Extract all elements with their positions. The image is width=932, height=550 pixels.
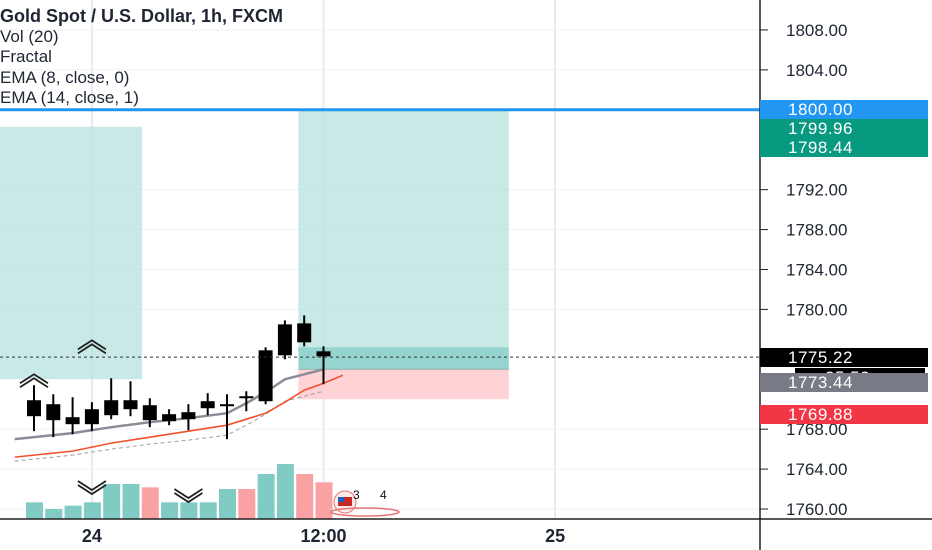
candle-body[interactable] (84, 409, 99, 425)
x-tick-label: 24 (82, 526, 102, 546)
event-flag-icon-canton (338, 497, 344, 502)
volume-bar (315, 482, 333, 519)
ema-slow-price-tag[interactable]: 1769.88 (760, 405, 928, 425)
candle-body[interactable] (200, 401, 215, 409)
y-tick-label: 1760.00 (786, 500, 847, 519)
fractal-up-marker (77, 339, 107, 355)
candle-body[interactable] (277, 324, 292, 356)
candle-body[interactable] (27, 400, 41, 417)
volume-bar (64, 505, 82, 519)
indicator-ema-8[interactable]: EMA (8, close, 0) (0, 67, 130, 87)
position-right-profit-zone[interactable] (298, 109, 509, 370)
ema-8-offset-line (14, 390, 324, 462)
y-tick-label: 1788.00 (786, 221, 847, 240)
candle-body[interactable] (181, 412, 196, 420)
candle-body[interactable] (316, 351, 331, 357)
y-tick-label: 1780.00 (786, 300, 847, 319)
candle-body[interactable] (65, 417, 80, 425)
volume-bar (238, 489, 256, 519)
candle-body[interactable] (46, 404, 61, 421)
target-upper-price-tag[interactable]: 1799.96 (760, 118, 928, 138)
volume-bar (257, 474, 275, 519)
y-tick-label: 1764.00 (786, 460, 847, 479)
indicator-fractal[interactable]: Fractal (0, 47, 52, 66)
volume-bar (219, 489, 236, 519)
volume-bar (276, 464, 294, 519)
position-right-loss-zone[interactable] (298, 369, 509, 400)
chart-legend: Gold Spot / U.S. Dollar, 1h, FXCM Vol (2… (0, 6, 283, 109)
candle-body[interactable] (220, 404, 234, 407)
x-tick-label: 25 (545, 526, 565, 546)
volume-bar (26, 502, 43, 519)
y-tick-label: 1808.00 (786, 21, 847, 40)
volume-bar (122, 484, 140, 519)
y-tick-label: 1784.00 (786, 260, 847, 279)
volume-bar (161, 502, 179, 519)
y-tick-label: 1768.00 (786, 420, 847, 439)
event-badge-count-3[interactable]: 3 (353, 488, 360, 502)
fractal-down-marker (77, 480, 107, 496)
fractal-down-marker (173, 488, 203, 504)
volume-bar (141, 487, 159, 519)
event-badge-underline (330, 507, 400, 517)
target-lower-price-tag[interactable]: 1798.44 (760, 137, 928, 157)
event-badge-count-4[interactable]: 4 (380, 488, 387, 502)
candle-body[interactable] (297, 323, 312, 343)
y-tick-label: 1792.00 (786, 181, 847, 200)
volume-bar (180, 502, 198, 519)
candle-body[interactable] (142, 405, 157, 421)
volume-bar (296, 474, 314, 519)
ema-fast-price-tag[interactable]: 1773.44 (760, 372, 928, 392)
candle-body[interactable] (239, 396, 254, 399)
candle-body[interactable] (123, 400, 138, 410)
event-flag-icon-stripes (338, 497, 352, 506)
volume-bar (103, 484, 121, 519)
y-tick-label: 1804.00 (786, 61, 847, 80)
chart-title: Gold Spot / U.S. Dollar, 1h, FXCM (0, 6, 284, 26)
x-tick-label: 12:00 (300, 526, 346, 546)
volume-bar (45, 509, 63, 519)
indicator-vol[interactable]: Vol (20) (0, 26, 59, 46)
volume-bar (83, 502, 101, 519)
fractal-up-marker (19, 373, 49, 389)
last-price-price-tag[interactable]: 1775.22 (760, 348, 928, 368)
candle-body[interactable] (104, 400, 119, 416)
indicator-ema-14[interactable]: EMA (14, close, 1) (0, 88, 139, 107)
ema-14-line (14, 374, 344, 458)
volume-bar (199, 502, 217, 519)
candle-body[interactable] (162, 414, 177, 422)
candle-body[interactable] (258, 350, 273, 402)
position-right-entry-band (298, 347, 509, 370)
position-left-profit-zone[interactable] (0, 126, 143, 380)
horizontal-level-price-tag[interactable]: 1800.00 (760, 99, 928, 119)
